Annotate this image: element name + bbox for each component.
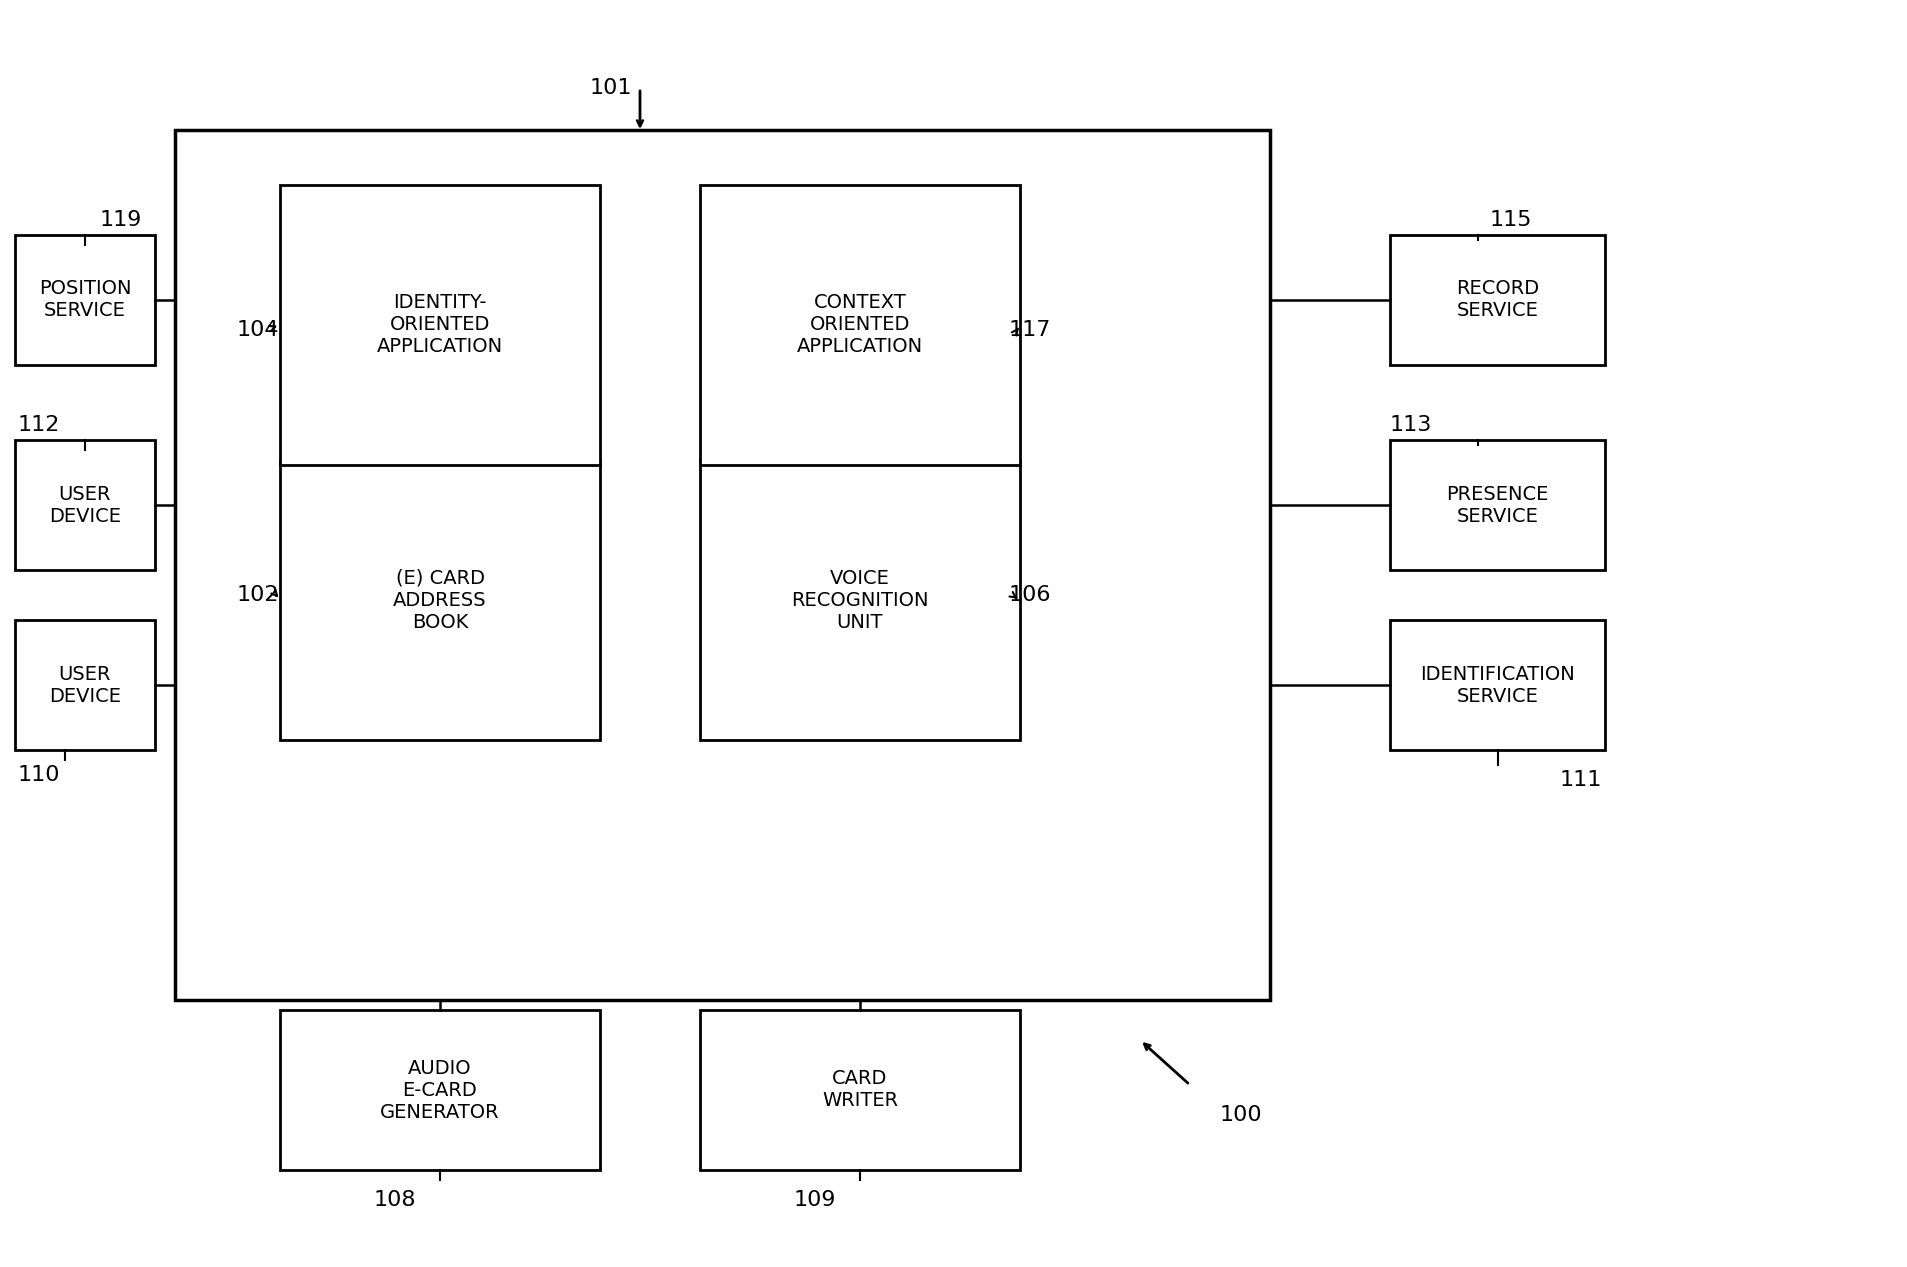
Text: POSITION
SERVICE: POSITION SERVICE [38, 280, 132, 321]
Text: VOICE
RECOGNITION
UNIT: VOICE RECOGNITION UNIT [791, 569, 929, 631]
Text: 117: 117 [1009, 321, 1051, 340]
Text: 115: 115 [1489, 210, 1533, 231]
Text: 111: 111 [1560, 770, 1602, 791]
Text: RECORD
SERVICE: RECORD SERVICE [1455, 280, 1539, 321]
Bar [700, 1010, 1020, 1169]
Text: IDENTITY-
ORIENTED
APPLICATION: IDENTITY- ORIENTED APPLICATION [378, 294, 503, 356]
Text: 101: 101 [589, 79, 633, 98]
Bar [1390, 234, 1606, 365]
Text: CONTEXT
ORIENTED
APPLICATION: CONTEXT ORIENTED APPLICATION [797, 294, 923, 356]
Text: 109: 109 [793, 1190, 837, 1210]
Bar [280, 460, 601, 740]
Text: 112: 112 [17, 416, 61, 435]
Text: IDENTIFICATION
SERVICE: IDENTIFICATION SERVICE [1421, 664, 1575, 706]
Bar [280, 1010, 601, 1169]
Text: USER
DEVICE: USER DEVICE [50, 664, 120, 706]
Bar [15, 620, 154, 750]
Bar [700, 460, 1020, 740]
Text: PRESENCE
SERVICE: PRESENCE SERVICE [1446, 484, 1548, 526]
Text: 108: 108 [374, 1190, 416, 1210]
Text: 119: 119 [99, 210, 143, 231]
Text: 110: 110 [17, 765, 61, 786]
Text: USER
DEVICE: USER DEVICE [50, 484, 120, 526]
Text: 104: 104 [236, 321, 278, 340]
Text: 113: 113 [1390, 416, 1432, 435]
Bar [1390, 440, 1606, 570]
Text: (E) CARD
ADDRESS
BOOK: (E) CARD ADDRESS BOOK [393, 569, 486, 631]
Bar [1390, 620, 1606, 750]
Bar [175, 131, 1270, 1000]
Bar [15, 234, 154, 365]
Bar [280, 185, 601, 465]
Text: 106: 106 [1009, 585, 1051, 606]
Text: 102: 102 [236, 585, 278, 606]
Text: CARD
WRITER: CARD WRITER [822, 1069, 898, 1110]
Text: AUDIO
E-CARD
GENERATOR: AUDIO E-CARD GENERATOR [379, 1058, 500, 1121]
Text: 100: 100 [1220, 1105, 1262, 1125]
Bar [700, 185, 1020, 465]
Bar [15, 440, 154, 570]
